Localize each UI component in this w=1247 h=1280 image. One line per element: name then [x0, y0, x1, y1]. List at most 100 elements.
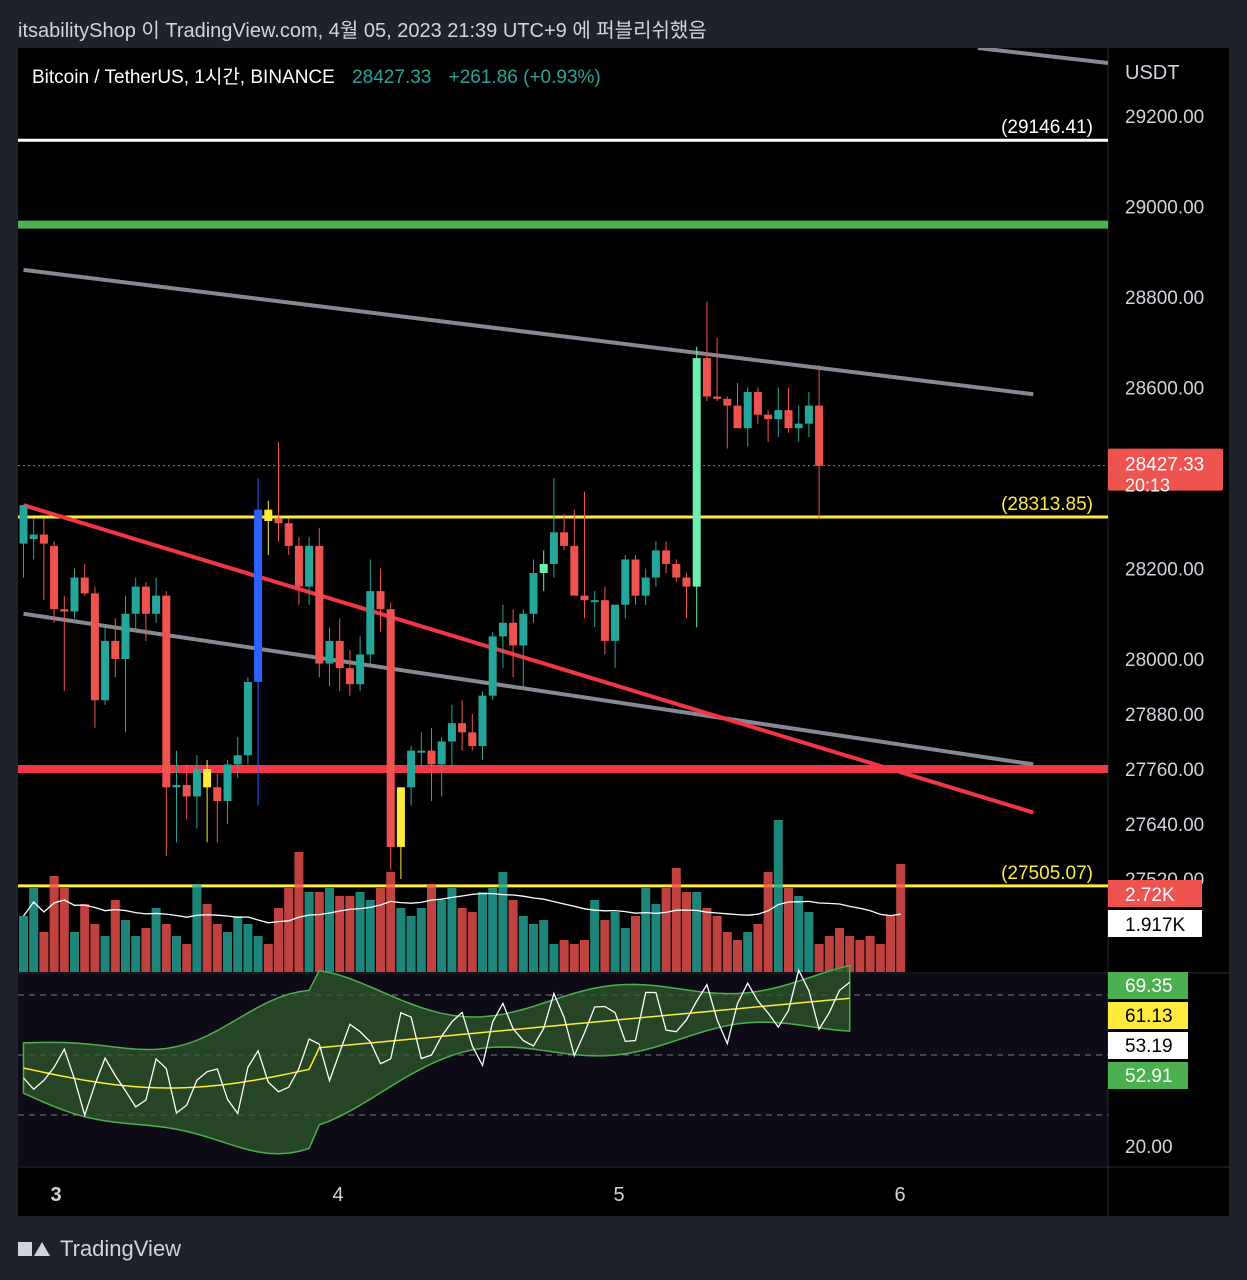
candle	[651, 541, 660, 587]
candle	[131, 577, 140, 632]
volume-bar	[886, 916, 895, 972]
candle	[549, 478, 558, 578]
volume-bar	[39, 932, 49, 972]
candle-body	[50, 545, 59, 610]
volume-bar	[100, 936, 110, 972]
rsi-value-label: 69.35	[1125, 976, 1173, 997]
candle-body	[590, 600, 599, 603]
symbol-price: 28427.33	[352, 67, 431, 88]
candle-body	[753, 392, 762, 415]
volume-bar	[590, 900, 600, 972]
candle-body	[804, 405, 813, 424]
candle-body	[376, 591, 385, 610]
candle-body	[396, 787, 405, 847]
volume-bar	[406, 916, 416, 972]
volume-bar	[763, 872, 773, 972]
volume-bar	[365, 900, 375, 972]
volume-bar	[478, 892, 487, 972]
price-axis: 29200.00 29000.00 28800.00 28600.00 28200.00…	[1108, 107, 1223, 937]
candle	[50, 541, 59, 623]
volume-bar	[896, 864, 906, 972]
candle-body	[417, 750, 426, 753]
candle	[233, 736, 242, 779]
candle	[631, 554, 640, 605]
candle	[315, 527, 324, 678]
rsi-tick-label: 20.00	[1125, 1137, 1173, 1158]
volume-bar	[467, 912, 477, 972]
price-tick-label: 29200.00	[1125, 107, 1204, 128]
candle-body	[29, 534, 38, 540]
candle-body	[284, 523, 293, 546]
candle-body	[549, 532, 558, 564]
price-tick-label: 29000.00	[1125, 198, 1204, 219]
candle-body	[203, 768, 212, 788]
price-tick-label: 27640.00	[1125, 815, 1204, 836]
time-tick-label: 3	[50, 1184, 61, 1206]
candle	[815, 364, 824, 519]
candle-body	[580, 595, 589, 601]
candle	[101, 627, 110, 705]
volume-bar	[325, 888, 334, 972]
candle-body	[192, 768, 201, 797]
volume-bar	[284, 888, 294, 972]
rsi-value-tag	[1108, 972, 1188, 999]
candle	[784, 387, 793, 433]
candle-body	[90, 593, 99, 701]
candle-body	[172, 785, 181, 788]
candle-body	[111, 640, 120, 659]
volume-bar	[314, 892, 324, 972]
candle	[90, 586, 99, 728]
candle	[396, 787, 405, 879]
time-tick-label: 4	[332, 1184, 343, 1206]
candle-body	[254, 509, 263, 682]
symbol-name: Bitcoin / TetherUS, 1시간, BINANCE	[32, 66, 335, 88]
volume-bar	[733, 940, 742, 972]
volume-bar	[304, 892, 314, 972]
volume-bar	[641, 888, 651, 972]
volume-bar	[804, 912, 814, 972]
candle	[437, 736, 446, 797]
trend-lines	[22, 46, 1109, 815]
volume-bar	[233, 916, 243, 972]
candle	[478, 691, 487, 760]
candle-body	[294, 545, 303, 587]
volume-bar	[202, 904, 212, 972]
candle-body	[141, 586, 150, 614]
volume-bar	[437, 900, 447, 972]
candle	[254, 478, 263, 806]
candle	[162, 591, 171, 857]
volume-bar	[19, 916, 28, 972]
footer[interactable]: TradingView	[18, 1236, 181, 1262]
candle	[223, 759, 232, 824]
symbol-legend[interactable]: Bitcoin / TetherUS, 1시간, BINANCE 28427.3…	[32, 66, 601, 88]
candle	[794, 405, 803, 442]
candle	[723, 396, 732, 449]
footer-brand: TradingView	[60, 1236, 182, 1261]
candle	[70, 568, 79, 619]
candle-body	[641, 577, 650, 596]
candle	[345, 649, 354, 696]
candle-body	[407, 750, 416, 788]
candle	[600, 586, 609, 655]
volume-bar	[865, 936, 875, 972]
currency-label: USDT	[1125, 62, 1179, 84]
candle-body	[427, 750, 436, 765]
candle-body	[488, 636, 497, 696]
candle-body	[774, 410, 783, 420]
candle-body	[651, 550, 660, 578]
candle	[804, 392, 813, 438]
candle-body	[733, 405, 742, 429]
volume-bar	[110, 900, 120, 972]
level-label: (29146.41)	[1001, 117, 1093, 138]
candle-body	[529, 573, 538, 614]
trend-line	[22, 503, 1034, 815]
candle-body	[356, 654, 365, 685]
rsi-line	[23, 968, 851, 1118]
time-tick-label: 5	[613, 1184, 624, 1206]
candle	[733, 382, 742, 429]
chart-svg[interactable]: (29146.41) (28313.85) (27505.07) 69.35 61.1…	[18, 46, 1229, 1216]
candle-body	[621, 559, 630, 605]
volume-bar	[692, 892, 702, 972]
candle	[519, 609, 528, 687]
candle-body	[80, 577, 89, 594]
